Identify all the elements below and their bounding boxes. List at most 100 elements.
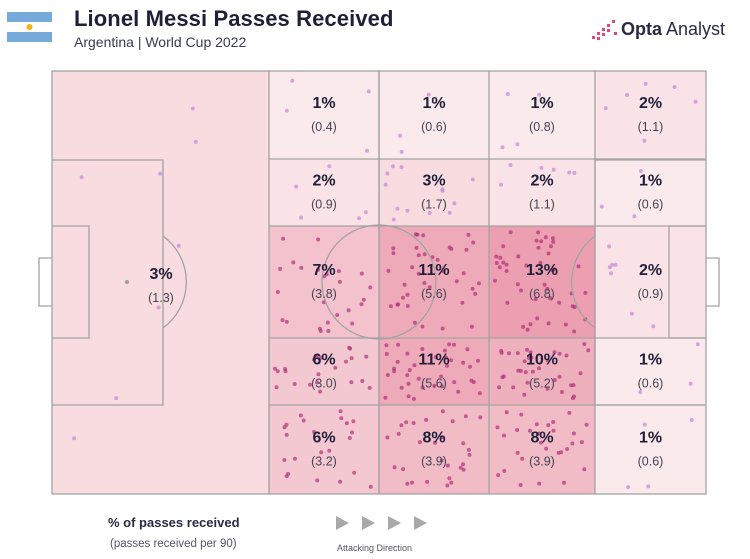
reception-dot	[567, 410, 572, 415]
brand-name: Opta Analyst	[621, 19, 725, 40]
reception-dot	[405, 292, 410, 297]
zone-pct-label-r1c1: 1%	[312, 95, 335, 112]
zone-per90-label-r3c2: (5.6)	[421, 287, 447, 301]
heat-zone-r5c1	[269, 405, 379, 494]
reception-dot	[367, 385, 372, 390]
reception-dot	[383, 182, 388, 187]
reception-dot	[283, 366, 288, 371]
reception-dot	[576, 264, 581, 269]
reception-dot	[405, 481, 410, 486]
reception-dot	[386, 268, 391, 273]
reception-dot	[516, 368, 521, 373]
reception-dot	[520, 456, 525, 461]
reception-dot	[327, 164, 332, 169]
zone-per90-label-r1c3: (0.8)	[529, 120, 555, 134]
reception-dot	[312, 429, 316, 434]
zone-pct-label-r5c1: 6%	[312, 430, 335, 447]
reception-dot	[689, 418, 694, 422]
reception-dot	[572, 394, 576, 399]
reception-dot	[433, 440, 437, 445]
reception-dot	[391, 246, 396, 251]
heat-zone-r4c2	[379, 338, 489, 405]
reception-dot	[286, 471, 291, 476]
reception-dot	[560, 390, 564, 394]
reception-dot	[465, 347, 470, 352]
reception-dot	[564, 353, 569, 358]
reception-dot	[528, 428, 532, 433]
reception-dot	[521, 324, 526, 329]
reception-dot	[538, 440, 543, 445]
reception-dot	[626, 485, 631, 490]
reception-dot	[629, 311, 634, 316]
reception-dot	[579, 440, 584, 445]
legend-subtitle: (passes received per 90)	[110, 538, 237, 550]
reception-dot	[396, 302, 401, 307]
reception-dot	[533, 297, 538, 302]
reception-dot	[447, 342, 452, 347]
reception-dot	[499, 348, 504, 353]
reception-dot	[536, 245, 541, 250]
reception-dot	[439, 458, 444, 463]
reception-dot	[534, 238, 539, 243]
reception-dot	[537, 431, 542, 436]
reception-dot	[282, 458, 287, 462]
reception-dot	[338, 479, 343, 484]
reception-dot	[528, 322, 533, 327]
attacking-direction-label: Attacking Direction	[337, 543, 413, 553]
reception-dot	[502, 433, 506, 438]
reception-dot	[545, 286, 550, 291]
reception-dot	[551, 167, 556, 172]
reception-dot	[398, 133, 403, 138]
reception-dot	[439, 435, 444, 440]
reception-dot	[557, 300, 562, 305]
reception-dot	[500, 145, 505, 150]
reception-dot	[468, 364, 472, 369]
reception-dot	[301, 418, 306, 423]
zone-per90-label-r5c1: (3.2)	[311, 455, 337, 469]
reception-dot	[572, 305, 577, 310]
zone-per90-label-r4c4: (0.6)	[638, 377, 664, 391]
reception-dot	[401, 295, 405, 300]
reception-dot	[365, 148, 369, 153]
reception-dot	[505, 300, 510, 305]
reception-dot	[433, 355, 438, 360]
reception-dot	[642, 138, 647, 143]
zone-pct-label-r1c3: 1%	[530, 95, 553, 112]
reception-dot	[449, 246, 454, 251]
reception-dot	[524, 263, 529, 268]
reception-dot	[442, 348, 447, 353]
reception-dot	[537, 481, 542, 486]
reception-dot	[284, 432, 289, 437]
reception-dot	[399, 165, 404, 170]
reception-dot	[504, 262, 509, 267]
reception-dot	[319, 450, 324, 455]
reception-dot	[534, 422, 539, 427]
heat-zone-r3c1	[269, 226, 379, 338]
reception-dot	[535, 316, 540, 321]
reception-dot	[325, 320, 330, 325]
reception-dot	[284, 422, 289, 427]
reception-dot	[530, 369, 535, 374]
reception-dot	[359, 271, 364, 276]
reception-dot	[537, 366, 542, 371]
reception-dot	[452, 201, 457, 206]
reception-dot	[688, 381, 693, 386]
right-six-yard-box	[668, 225, 706, 339]
reception-dot	[293, 456, 297, 461]
reception-dot	[495, 425, 500, 430]
zone-pct-label-r4c2: 11%	[418, 352, 449, 369]
reception-dot	[515, 450, 520, 455]
zone-pct-label-r5c4: 1%	[639, 430, 662, 447]
zone-per90-label-r4c3: (5.2)	[529, 377, 555, 391]
reception-dot	[412, 320, 417, 325]
zone-per90-label-r3c3: (6.8)	[529, 287, 555, 301]
zone-pct-label-r4c1: 6%	[312, 352, 335, 369]
reception-dot	[416, 376, 421, 381]
reception-dot	[477, 391, 482, 396]
reception-dot	[424, 417, 429, 422]
reception-dot	[572, 171, 577, 175]
reception-dot	[551, 239, 556, 244]
reception-dot	[469, 324, 474, 329]
reception-dot	[440, 326, 445, 331]
heat-zone-r2c3	[489, 159, 595, 226]
